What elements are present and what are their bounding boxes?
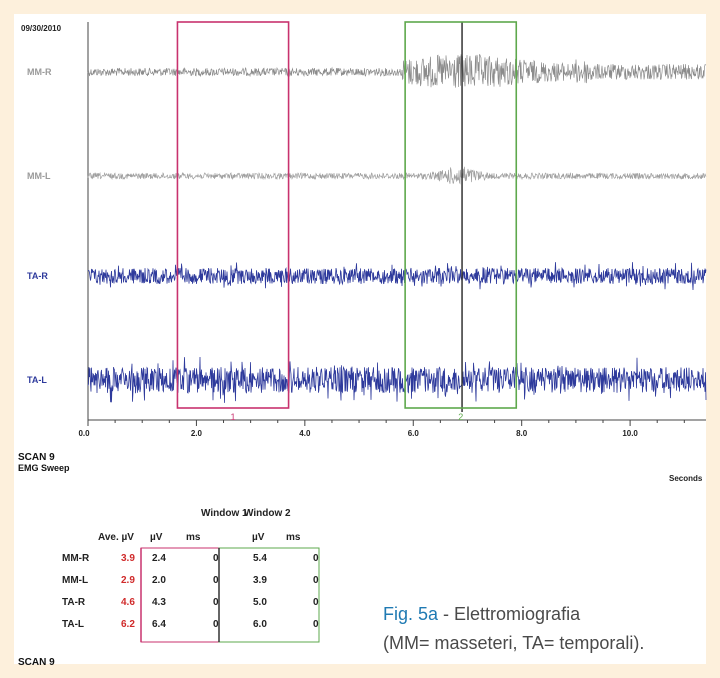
row-w2-ms: 0: [313, 553, 319, 564]
chart-axes: 0.0 2.0 4.0 6.0 8.0 10.0: [78, 22, 706, 438]
x-tick-label: 10.0: [622, 429, 638, 438]
row-ave: 3.9: [121, 553, 135, 564]
caption-line-1: Fig. 5a - Elettromiografia: [383, 600, 644, 629]
row-w2-uv: 5.4: [253, 553, 267, 564]
chart-labels: MM-R MM-L TA-R TA-L: [27, 67, 52, 385]
caption-line-2: (MM= masseteri, TA= temporali).: [383, 633, 645, 653]
row-ave: 2.9: [121, 575, 135, 586]
row-name: MM-L: [62, 575, 89, 586]
x-tick-label: 0.0: [78, 429, 90, 438]
row-w2-uv: 5.0: [253, 597, 267, 608]
recording-date: 09/30/2010: [21, 24, 62, 33]
x-tick-label: 2.0: [191, 429, 203, 438]
row-w2-uv: 6.0: [253, 619, 267, 630]
paper-sheet: [14, 14, 706, 664]
row-name: MM-R: [62, 553, 90, 564]
trace-ta-l: [87, 356, 707, 403]
x-tick-label: 8.0: [516, 429, 528, 438]
row-w1-ms: 0: [213, 597, 219, 608]
window1-header: Window 1: [201, 508, 248, 519]
row-w1-uv: 4.3: [152, 597, 166, 608]
col-w1-uv-header: µV: [150, 532, 163, 543]
window-number-2: 2: [458, 412, 463, 422]
row-w1-ms: 0: [213, 619, 219, 630]
series-label-mm-r: MM-R: [27, 67, 52, 77]
window2-header: Window 2: [244, 508, 291, 519]
row-name: TA-L: [62, 619, 85, 630]
row-ave: 4.6: [121, 597, 135, 608]
col-ave-header: Ave. µV: [98, 532, 134, 543]
analysis-window-1: [176, 21, 290, 409]
row-name: TA-R: [62, 597, 86, 608]
figure-caption: Fig. 5a - Elettromiografia (MM= masseter…: [383, 600, 644, 658]
scan-bottom-label: SCAN 9: [18, 657, 55, 668]
col-w2-uv-header: µV: [252, 532, 265, 543]
row-w1-uv: 2.4: [152, 553, 166, 564]
caption-title: - Elettromiografia: [438, 604, 581, 624]
row-w1-ms: 0: [213, 575, 219, 586]
x-axis-label: Seconds: [669, 474, 703, 483]
trace-mm-l: [87, 166, 707, 185]
row-w2-uv: 3.9: [253, 575, 267, 586]
row-w1-ms: 0: [213, 553, 219, 564]
row-w2-ms: 0: [313, 597, 319, 608]
col-w2-ms-header: ms: [286, 532, 301, 543]
col-w1-ms-header: ms: [186, 532, 201, 543]
scan-title: SCAN 9: [18, 452, 55, 463]
x-tick-label: 6.0: [408, 429, 420, 438]
analysis-window-2: [404, 21, 518, 409]
caption-fig-number: Fig. 5a: [383, 604, 439, 624]
trace-ta-r: [87, 262, 707, 291]
x-tick-label: 4.0: [299, 429, 311, 438]
table-borders: [140, 547, 320, 643]
window-number-1: 1: [231, 412, 236, 422]
row-w2-ms: 0: [313, 575, 319, 586]
scan-subtitle: EMG Sweep: [18, 463, 70, 473]
row-w1-uv: 6.4: [152, 619, 166, 630]
series-label-mm-l: MM-L: [27, 171, 51, 181]
row-ave: 6.2: [121, 619, 135, 630]
chart-traces: [87, 53, 707, 403]
series-label-ta-r: TA-R: [27, 271, 48, 281]
row-w1-uv: 2.0: [152, 575, 166, 586]
trace-mm-r: [87, 53, 707, 88]
series-label-ta-l: TA-L: [27, 375, 47, 385]
row-w2-ms: 0: [313, 619, 319, 630]
table-window2-box: [218, 547, 320, 643]
